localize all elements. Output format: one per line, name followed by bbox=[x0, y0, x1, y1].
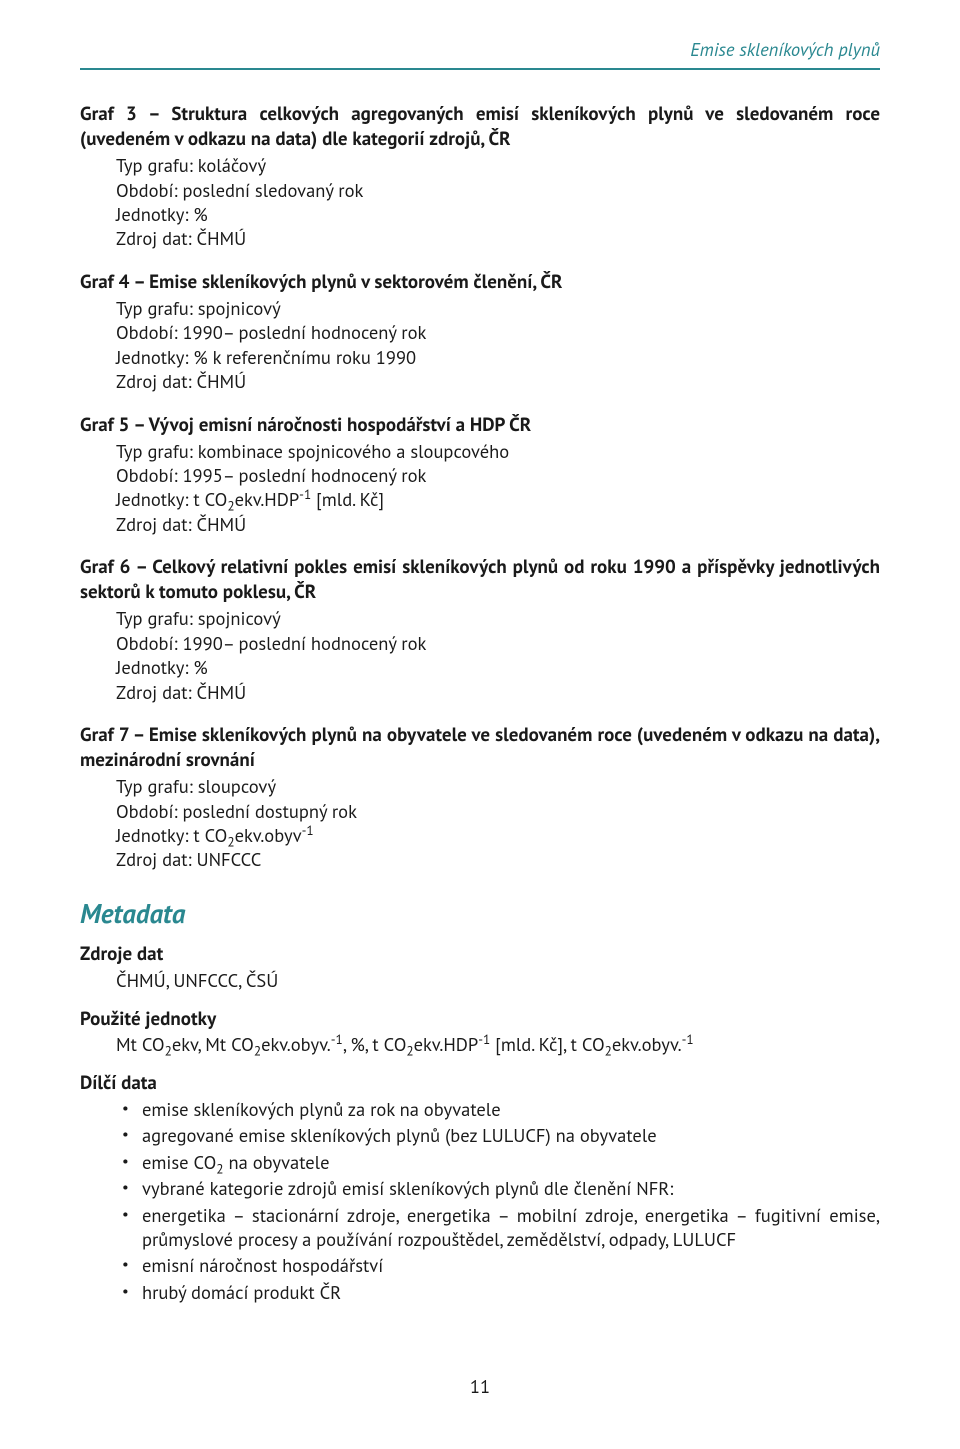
graf-detail-line: Zdroj dat: UNFCCC bbox=[116, 848, 880, 872]
graf-detail-line: Období: poslední dostupný rok bbox=[116, 800, 880, 824]
list-item: emisní náročnost hospodářství bbox=[116, 1254, 880, 1278]
graf-title: Graf 4 – Emise skleníkových plynů v sekt… bbox=[80, 270, 880, 295]
page-header-right: Emise skleníkových plynů bbox=[80, 38, 880, 70]
graf-title: Graf 6 – Celkový relativní pokles emisí … bbox=[80, 555, 880, 605]
graf-detail-line: Typ grafu: kombinace spojnicového a slou… bbox=[116, 440, 880, 464]
metadata-heading: Metadata bbox=[80, 897, 880, 932]
page-number: 11 bbox=[80, 1375, 880, 1399]
graf-detail-line: Jednotky: t CO2ekv.HDP-1 [mld. Kč] bbox=[116, 488, 880, 512]
graf-title: Graf 5 – Vývoj emisní náročnosti hospodá… bbox=[80, 413, 880, 438]
list-item: agregované emise skleníkových plynů (bez… bbox=[116, 1124, 880, 1148]
zdroje-block: Zdroje dat ČHMÚ, UNFCCC, ČSÚ bbox=[80, 942, 880, 993]
graf-detail-line: Typ grafu: spojnicový bbox=[116, 607, 880, 631]
graf-detail-line: Zdroj dat: ČHMÚ bbox=[116, 370, 880, 394]
graf-details: Typ grafu: kombinace spojnicového a slou… bbox=[80, 440, 880, 538]
graf-details: Typ grafu: koláčovýObdobí: poslední sled… bbox=[80, 154, 880, 252]
graf-detail-line: Zdroj dat: ČHMÚ bbox=[116, 681, 880, 705]
graf-detail-line: Období: poslední sledovaný rok bbox=[116, 179, 880, 203]
dilci-label: Dílčí data bbox=[80, 1071, 880, 1096]
graf-details: Typ grafu: sloupcovýObdobí: poslední dos… bbox=[80, 775, 880, 873]
graf-detail-line: Typ grafu: sloupcový bbox=[116, 775, 880, 799]
graf-detail-line: Jednotky: % k referenčnímu roku 1990 bbox=[116, 346, 880, 370]
graf-title: Graf 3 – Struktura celkových agregovanýc… bbox=[80, 102, 880, 152]
jednotky-block: Použité jednotky Mt CO2ekv, Mt CO2ekv.ob… bbox=[80, 1007, 880, 1058]
list-item: hrubý domácí produkt ČR bbox=[116, 1281, 880, 1305]
list-item: vybrané kategorie zdrojů emisí skleníkov… bbox=[116, 1177, 880, 1201]
graf-detail-line: Období: 1995– poslední hodnocený rok bbox=[116, 464, 880, 488]
graf-detail-line: Typ grafu: spojnicový bbox=[116, 297, 880, 321]
dilci-block: Dílčí data emise skleníkových plynů za r… bbox=[80, 1071, 880, 1305]
graf-detail-line: Období: 1990– poslední hodnocený rok bbox=[116, 632, 880, 656]
list-item: emise skleníkových plynů za rok na obyva… bbox=[116, 1098, 880, 1122]
list-item: energetika – stacionární zdroje, energet… bbox=[116, 1204, 880, 1253]
graf-detail-line: Jednotky: t CO2ekv.obyv-1 bbox=[116, 824, 880, 848]
graf-detail-line: Typ grafu: koláčový bbox=[116, 154, 880, 178]
graf-detail-line: Zdroj dat: ČHMÚ bbox=[116, 513, 880, 537]
jednotky-label: Použité jednotky bbox=[80, 1007, 880, 1032]
jednotky-value: Mt CO2ekv, Mt CO2ekv.obyv.-1, %, t CO2ek… bbox=[80, 1033, 880, 1057]
graf-block: Graf 6 – Celkový relativní pokles emisí … bbox=[80, 555, 880, 705]
graf-detail-line: Období: 1990– poslední hodnocený rok bbox=[116, 321, 880, 345]
graf-block: Graf 3 – Struktura celkových agregovanýc… bbox=[80, 102, 880, 252]
graf-details: Typ grafu: spojnicovýObdobí: 1990– posle… bbox=[80, 607, 880, 705]
graf-detail-line: Jednotky: % bbox=[116, 203, 880, 227]
graf-details: Typ grafu: spojnicovýObdobí: 1990– posle… bbox=[80, 297, 880, 395]
zdroje-label: Zdroje dat bbox=[80, 942, 880, 967]
graf-detail-line: Zdroj dat: ČHMÚ bbox=[116, 227, 880, 251]
graf-block: Graf 7 – Emise skleníkových plynů na oby… bbox=[80, 723, 880, 873]
dilci-list: emise skleníkových plynů za rok na obyva… bbox=[80, 1098, 880, 1305]
graf-block: Graf 4 – Emise skleníkových plynů v sekt… bbox=[80, 270, 880, 395]
graf-block: Graf 5 – Vývoj emisní náročnosti hospodá… bbox=[80, 413, 880, 538]
list-item: emise CO2 na obyvatele bbox=[116, 1151, 880, 1175]
graf-title: Graf 7 – Emise skleníkových plynů na oby… bbox=[80, 723, 880, 773]
graf-detail-line: Jednotky: % bbox=[116, 656, 880, 680]
grafs-container: Graf 3 – Struktura celkových agregovanýc… bbox=[80, 102, 880, 873]
zdroje-value: ČHMÚ, UNFCCC, ČSÚ bbox=[80, 969, 880, 993]
